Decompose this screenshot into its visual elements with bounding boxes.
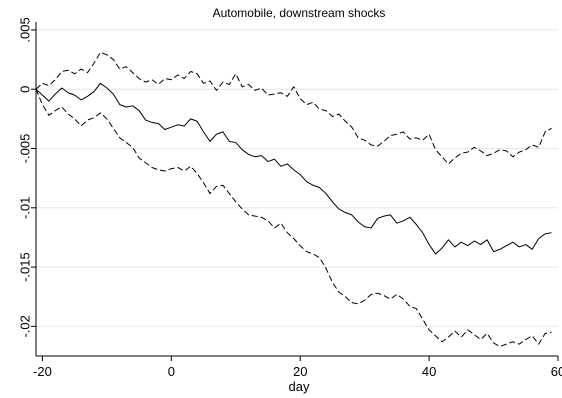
chart-title: Automobile, downstream shocks [213,6,386,20]
estimate-line [35,82,552,255]
lower-bound-line [35,89,552,348]
y-tick-label: -.02 [18,315,33,337]
x-tick-label: 60 [551,364,562,379]
y-tick-label: -.005 [18,134,33,164]
axes: .005 0 -.005 -.01 -.015 -.02 -20 0 20 40 60 [18,17,562,379]
y-tick-label: 0 [18,86,33,93]
x-axis-label: day [289,379,310,394]
x-tick-label: 20 [293,364,307,379]
y-tick-label: -.01 [18,197,33,219]
x-tick-label: 0 [168,364,175,379]
x-tick-label: 40 [422,364,436,379]
series-lines [35,51,552,348]
x-tick-label: -20 [33,364,52,379]
upper-bound-line [35,51,552,165]
y-tick-label: -.015 [18,252,33,282]
gridlines [36,29,558,327]
y-tick-label: .005 [18,17,33,42]
